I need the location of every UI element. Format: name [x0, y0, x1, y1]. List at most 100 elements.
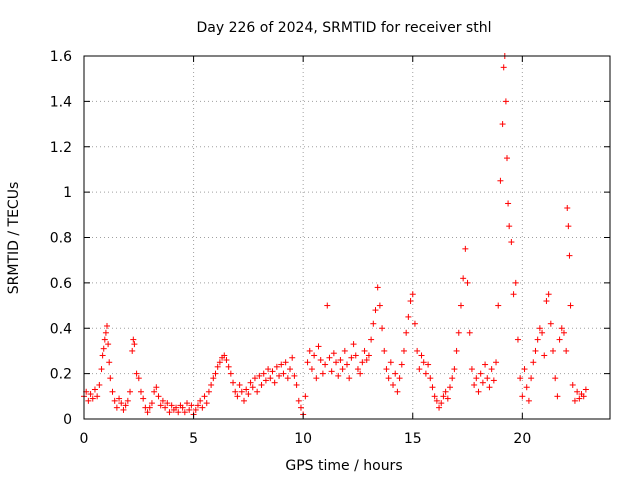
- data-point: [344, 361, 350, 368]
- data-point: [153, 384, 160, 391]
- data-point: [232, 388, 239, 395]
- data-point: [113, 404, 120, 411]
- data-point: [240, 397, 247, 404]
- data-point: [276, 372, 283, 379]
- data-point: [89, 395, 96, 402]
- data-point: [398, 361, 405, 368]
- data-point: [269, 368, 276, 375]
- data-point: [297, 404, 304, 411]
- data-point: [335, 372, 342, 379]
- data-point: [383, 366, 390, 373]
- x-axis-label: GPS time / hours: [285, 458, 402, 474]
- data-point: [278, 361, 285, 368]
- data-point: [565, 223, 572, 230]
- data-point: [223, 357, 230, 364]
- y-tick-label: 1.2: [50, 140, 72, 156]
- data-point: [528, 375, 535, 382]
- data-point: [124, 397, 131, 404]
- y-tick-label: 0.8: [50, 231, 72, 247]
- data-point: [532, 347, 539, 354]
- data-point: [105, 341, 112, 348]
- data-point: [175, 409, 182, 416]
- data-point: [205, 388, 212, 395]
- data-point: [85, 397, 92, 404]
- data-point: [295, 397, 302, 404]
- data-point: [427, 375, 434, 382]
- data-point: [184, 400, 191, 407]
- data-point: [164, 400, 171, 407]
- data-point: [460, 275, 467, 282]
- data-point: [431, 393, 438, 400]
- data-point: [162, 404, 169, 411]
- data-point: [385, 375, 392, 382]
- data-point: [495, 302, 502, 309]
- data-point: [144, 409, 151, 416]
- data-point: [352, 352, 359, 359]
- data-point: [254, 388, 261, 395]
- data-point: [400, 347, 407, 354]
- data-point: [477, 370, 484, 377]
- data-point: [311, 352, 318, 359]
- data-point: [245, 391, 252, 398]
- data-point: [230, 379, 237, 386]
- data-point: [179, 404, 186, 411]
- data-point: [333, 359, 340, 366]
- data-point: [199, 404, 206, 411]
- data-point: [116, 395, 123, 402]
- data-point: [381, 347, 388, 354]
- data-point: [363, 357, 370, 364]
- data-point: [488, 366, 495, 373]
- data-point: [322, 361, 329, 368]
- y-tick-label: 0: [63, 412, 72, 428]
- data-point: [181, 409, 188, 416]
- data-point: [510, 291, 517, 298]
- data-point: [390, 381, 397, 388]
- data-point: [350, 341, 357, 348]
- data-point: [451, 366, 458, 373]
- data-point: [258, 381, 265, 388]
- y-tick-label: 0.6: [50, 276, 72, 292]
- data-point: [554, 393, 561, 400]
- data-point: [159, 397, 166, 404]
- chart-title: Day 226 of 2024, SRMTID for receiver sth…: [197, 20, 492, 36]
- data-point: [127, 388, 134, 395]
- data-point: [289, 354, 296, 361]
- data-point: [372, 307, 379, 314]
- data-point: [374, 284, 381, 291]
- data-point: [392, 370, 399, 377]
- data-point: [416, 366, 423, 373]
- data-point: [302, 393, 309, 400]
- data-point: [552, 375, 559, 382]
- data-point: [293, 381, 300, 388]
- data-point: [580, 393, 587, 400]
- data-point: [405, 313, 412, 320]
- data-point: [201, 393, 208, 400]
- data-point: [102, 329, 109, 336]
- data-point: [558, 325, 565, 332]
- y-tick-label: 1.4: [50, 94, 72, 110]
- data-point: [449, 375, 456, 382]
- data-point: [567, 302, 574, 309]
- data-point: [328, 368, 335, 375]
- data-point: [319, 370, 326, 377]
- data-point: [556, 336, 563, 343]
- data-point: [148, 400, 155, 407]
- data-point: [403, 329, 410, 336]
- data-point: [534, 336, 541, 343]
- x-tick-label: 5: [189, 431, 198, 447]
- data-point: [394, 388, 401, 395]
- data-point: [357, 370, 364, 377]
- data-point: [129, 347, 136, 354]
- y-tick-label: 0.4: [50, 321, 72, 337]
- data-point: [186, 406, 193, 413]
- data-point: [118, 400, 125, 407]
- data-point: [337, 357, 344, 364]
- data-point: [433, 397, 440, 404]
- data-point: [227, 370, 234, 377]
- data-point: [135, 375, 142, 382]
- data-point: [109, 388, 116, 395]
- data-point: [508, 239, 515, 246]
- data-point: [214, 363, 221, 370]
- data-point: [133, 370, 140, 377]
- data-point: [466, 329, 473, 336]
